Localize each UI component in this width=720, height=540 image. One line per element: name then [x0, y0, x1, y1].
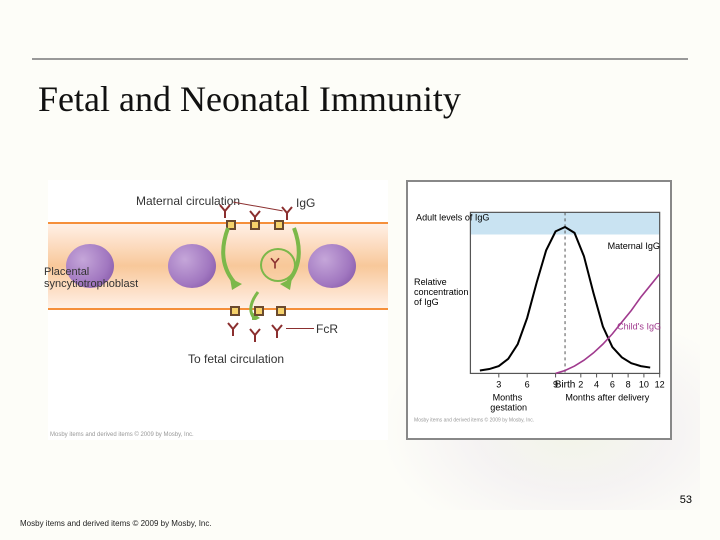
transport-diagram: Maternal circulation IgG	[48, 180, 388, 440]
content-area: Maternal circulation IgG	[48, 180, 672, 440]
label-adult-top: Adult levels of IgG	[416, 212, 489, 222]
svg-text:12: 12	[655, 380, 665, 390]
x-left-caption: Months gestation	[491, 393, 528, 413]
svg-text:4: 4	[594, 380, 599, 390]
igg-antibody-icon	[218, 204, 232, 218]
x-right-caption: Months after delivery	[566, 393, 650, 403]
chart-copyright: Mosby items and derived items © 2009 by …	[414, 417, 534, 424]
label-child-igg: Child's IgG	[617, 321, 661, 331]
svg-text:6: 6	[610, 380, 615, 390]
svg-text:6: 6	[525, 380, 530, 390]
lead-line	[286, 328, 314, 329]
igg-antibody-icon	[248, 328, 262, 342]
trophoblast-cell	[308, 244, 356, 288]
igg-antibody-icon	[280, 206, 294, 220]
igg-antibody-icon	[270, 324, 284, 338]
igg-antibody-icon	[226, 322, 240, 336]
label-igg: IgG	[296, 196, 315, 210]
fcr-receptor-icon	[276, 306, 286, 316]
transport-arrows	[216, 220, 306, 320]
y-axis-label: Relative concentration of IgG	[414, 277, 471, 307]
page-number: 53	[680, 494, 692, 506]
x-ticks: 36924681012	[497, 373, 665, 389]
fcr-receptor-icon	[254, 306, 264, 316]
x-birth-label: Birth	[555, 380, 576, 391]
svg-text:2: 2	[579, 380, 584, 390]
slide-title: Fetal and Neonatal Immunity	[38, 78, 461, 120]
top-divider	[32, 58, 688, 60]
label-fcr: FcR	[316, 322, 338, 336]
svg-text:3: 3	[497, 380, 502, 390]
fcr-receptor-icon	[230, 306, 240, 316]
label-placental: Placental syncytiotrophoblast	[44, 266, 164, 290]
footer-copyright: Mosby items and derived items © 2009 by …	[20, 519, 212, 528]
label-fetal-circ: To fetal circulation	[188, 352, 284, 366]
label-maternal-igg: Maternal IgG	[608, 241, 660, 251]
svg-text:10: 10	[639, 380, 649, 390]
trophoblast-cell	[168, 244, 216, 288]
diagram-copyright: Mosby items and derived items © 2009 by …	[50, 432, 194, 438]
svg-text:8: 8	[626, 380, 631, 390]
chart-svg: Adult levels of IgG Relative concentrati…	[408, 182, 670, 438]
igg-levels-chart: Adult levels of IgG Relative concentrati…	[406, 180, 672, 440]
